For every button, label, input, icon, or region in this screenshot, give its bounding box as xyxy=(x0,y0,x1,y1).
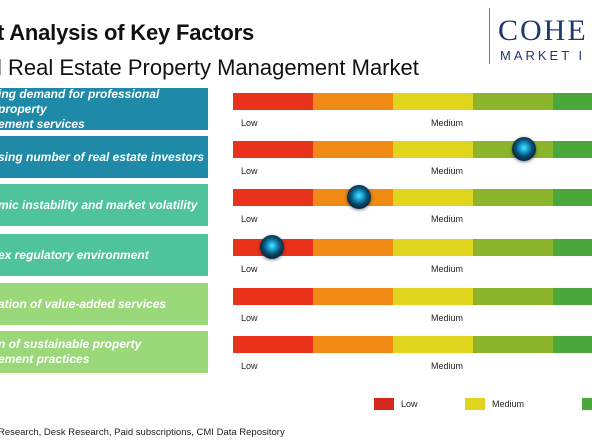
factor-row: sing number of real estate investors Low M… xyxy=(0,136,592,178)
factor-gauge: Low Medium xyxy=(224,235,592,285)
factor-gauge: Low Medium xyxy=(224,336,592,382)
gauge-segment xyxy=(313,239,393,256)
gauge-segment xyxy=(473,336,553,353)
factor-label: mic instability and market volatility xyxy=(0,197,198,212)
gauge-segment xyxy=(393,288,473,305)
scale-medium-label: Medium xyxy=(431,264,464,274)
factor-label: ation of value-added services xyxy=(0,296,167,311)
gauge-segment xyxy=(473,239,553,256)
gauge-segment xyxy=(313,288,393,305)
gauge-segment xyxy=(553,239,592,256)
gauge-bar xyxy=(233,93,592,110)
factor-row: ing demand for professional property eme… xyxy=(0,88,592,130)
gauge-segment xyxy=(473,189,553,206)
coherent-logo: COHE MARKET I xyxy=(484,4,592,66)
gauge-segment xyxy=(233,93,313,110)
gauge-marker xyxy=(511,137,536,161)
logo-word: COHE xyxy=(498,14,588,47)
gauge-segment xyxy=(393,141,473,158)
factor-label: ing demand for professional property eme… xyxy=(0,88,160,130)
factor-label: n of sustainable property ement practice… xyxy=(0,337,142,366)
gauge-bar xyxy=(233,288,592,305)
legend-swatch xyxy=(374,398,394,410)
factor-gauge: Low Medium xyxy=(224,137,592,187)
gauge-segment xyxy=(473,93,553,110)
scale-low-label: Low xyxy=(241,166,258,176)
scale-low-label: Low xyxy=(241,313,258,323)
factor-row: ation of value-added services Low Medium xyxy=(0,283,592,325)
chart-subtitle: l Real Estate Property Management Market xyxy=(0,55,419,80)
gauge-bar xyxy=(233,189,592,206)
factor-gauge: Low Medium xyxy=(224,288,592,334)
gauge-segment xyxy=(553,141,592,158)
factor-label: ex regulatory environment xyxy=(0,247,149,262)
factor-label: sing number of real estate investors xyxy=(0,149,205,164)
gauge-segment xyxy=(393,239,473,256)
logo-divider xyxy=(489,8,490,64)
gauge-marker xyxy=(260,235,285,259)
chart-title: t Analysis of Key Factors xyxy=(0,20,255,45)
scale-medium-label: Medium xyxy=(431,313,464,323)
scale-low-label: Low xyxy=(241,214,258,224)
factor-gauge: Low Medium xyxy=(224,93,592,139)
gauge-marker xyxy=(346,185,371,209)
gauge-bar xyxy=(233,239,592,256)
gauge-segment xyxy=(553,336,592,353)
legend-swatch xyxy=(465,398,485,410)
gauge-segment xyxy=(313,93,393,110)
gauge-segment xyxy=(473,288,553,305)
gauge-segment xyxy=(313,336,393,353)
gauge-segment xyxy=(233,141,313,158)
gauge-segment xyxy=(553,93,592,110)
gauge-segment xyxy=(393,336,473,353)
gauge-segment xyxy=(553,189,592,206)
scale-medium-label: Medium xyxy=(431,361,464,371)
factor-label-box: ing demand for professional property eme… xyxy=(0,88,208,130)
logo-subword: MARKET I xyxy=(500,48,586,63)
factor-label-box: n of sustainable property ement practice… xyxy=(0,331,208,373)
gauge-segment xyxy=(233,336,313,353)
scale-medium-label: Medium xyxy=(431,166,464,176)
gauge-bar xyxy=(233,141,592,158)
factor-gauge: Low Medium xyxy=(224,185,592,235)
factor-row: mic instability and market volatility Low… xyxy=(0,184,592,226)
factor-label-box: sing number of real estate investors xyxy=(0,136,208,178)
source-note: Research, Desk Research, Paid subscripti… xyxy=(0,427,285,438)
scale-medium-label: Medium xyxy=(431,214,464,224)
gauge-segment xyxy=(313,141,393,158)
gauge-segment xyxy=(233,189,313,206)
factor-label-box: mic instability and market volatility xyxy=(0,184,208,226)
gauge-bar xyxy=(233,336,592,353)
gauge-segment xyxy=(233,288,313,305)
scale-low-label: Low xyxy=(241,118,258,128)
gauge-segment xyxy=(393,189,473,206)
legend-label: Low xyxy=(401,399,418,409)
factor-label-box: ex regulatory environment xyxy=(0,234,208,276)
factor-row: ex regulatory environment Low Medium xyxy=(0,234,592,276)
gauge-segment xyxy=(393,93,473,110)
gauge-segment xyxy=(553,288,592,305)
legend-label: Medium xyxy=(492,399,525,409)
legend-swatch xyxy=(582,398,592,410)
scale-low-label: Low xyxy=(241,361,258,371)
scale-low-label: Low xyxy=(241,264,258,274)
factor-row: n of sustainable property ement practice… xyxy=(0,331,592,373)
scale-medium-label: Medium xyxy=(431,118,464,128)
factor-label-box: ation of value-added services xyxy=(0,283,208,325)
